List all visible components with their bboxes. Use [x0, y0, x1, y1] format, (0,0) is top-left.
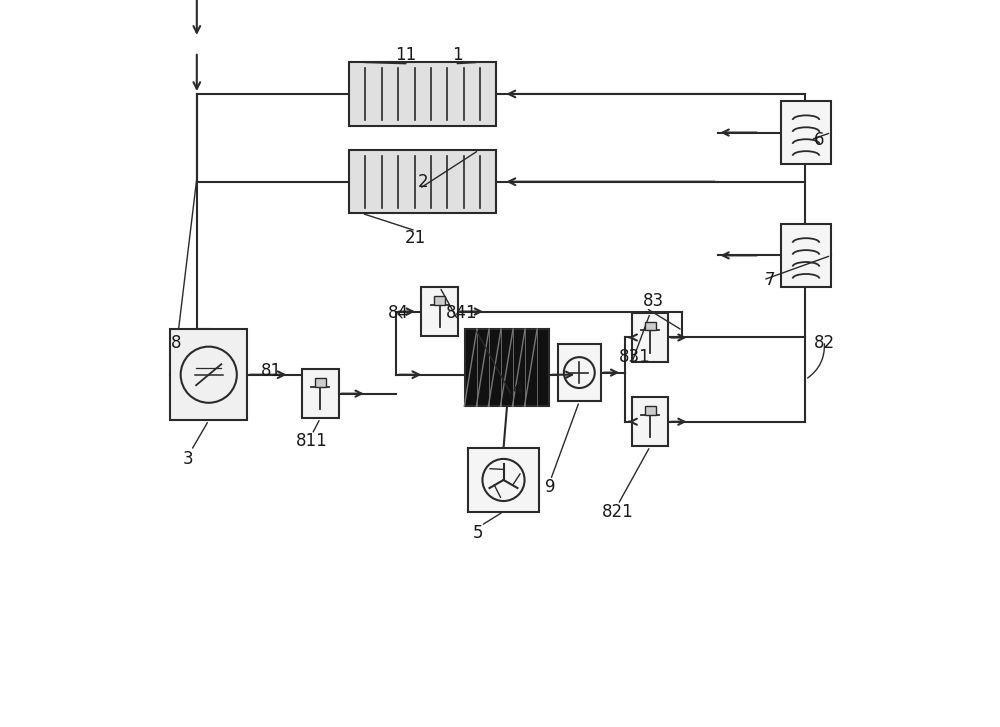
Bar — [558, 344, 601, 401]
Bar — [349, 150, 496, 213]
Bar — [781, 224, 831, 287]
Text: 8: 8 — [171, 334, 181, 352]
Bar — [170, 329, 247, 420]
Bar — [645, 406, 656, 414]
Bar — [632, 313, 668, 362]
Bar — [315, 378, 326, 387]
Text: 1: 1 — [453, 47, 463, 65]
Bar — [632, 397, 668, 446]
Bar — [302, 369, 339, 418]
Text: 21: 21 — [405, 229, 426, 247]
Bar — [421, 287, 458, 336]
Text: 5: 5 — [472, 523, 483, 542]
Text: 3: 3 — [182, 450, 193, 468]
Bar — [349, 63, 496, 126]
Text: 11: 11 — [395, 47, 416, 65]
Text: 821: 821 — [602, 502, 634, 521]
Text: 84: 84 — [388, 304, 409, 322]
Text: 841: 841 — [446, 304, 477, 322]
Bar — [434, 296, 445, 305]
Text: 7: 7 — [765, 271, 775, 289]
Bar — [781, 101, 831, 164]
Text: 82: 82 — [814, 334, 835, 352]
Bar — [465, 329, 549, 406]
Text: 811: 811 — [296, 433, 328, 450]
Bar — [468, 449, 539, 512]
Text: 81: 81 — [261, 362, 282, 380]
Text: 83: 83 — [642, 292, 664, 310]
Bar — [645, 322, 656, 331]
Text: 2: 2 — [417, 173, 428, 190]
Text: 4: 4 — [512, 379, 523, 398]
Text: 9: 9 — [545, 478, 556, 496]
Text: 831: 831 — [619, 348, 651, 366]
Text: 6: 6 — [814, 131, 825, 148]
